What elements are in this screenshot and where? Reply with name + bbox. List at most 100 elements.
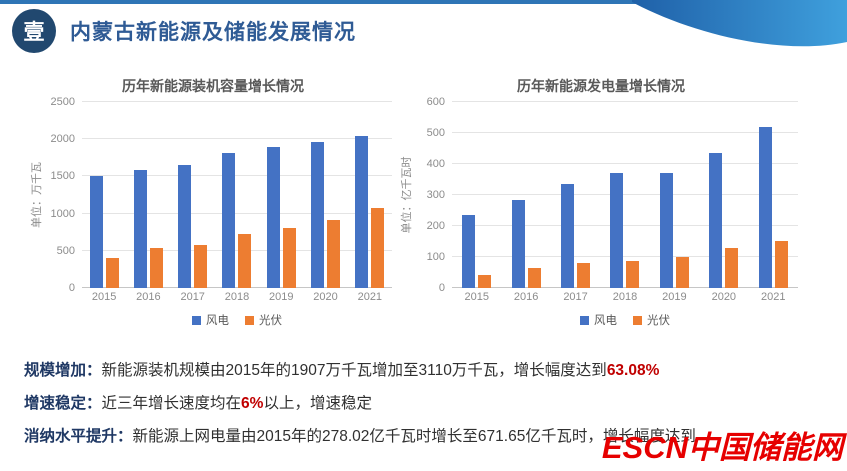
legend-swatch-icon (633, 315, 642, 325)
highlight-value: 63.08% (606, 362, 660, 379)
x-axis-tick-label: 2016 (136, 291, 161, 303)
y-axis-tick-label: 400 (426, 158, 445, 170)
legend-label: 光伏 (259, 315, 282, 327)
legend-item-光伏: 光伏 (633, 312, 670, 328)
legend-item-光伏: 光伏 (245, 312, 282, 328)
gridline: 2000 (51, 133, 392, 145)
header: 壹 内蒙古新能源及储能发展情况 (12, 9, 356, 53)
bullet-label: 消纳水平提升： (24, 428, 133, 445)
y-axis-tick-label: 2500 (50, 96, 75, 108)
section-number: 壹 (23, 21, 45, 44)
bar-风电-2015 (462, 214, 476, 288)
bar-光伏-2021 (774, 240, 788, 288)
gridline: 400 (427, 158, 798, 170)
bar-风电-2021 (758, 127, 772, 288)
bar-光伏-2020 (327, 220, 341, 288)
bar-光伏-2017 (577, 262, 591, 288)
bars-layer (452, 102, 798, 288)
legend-swatch-icon (245, 315, 254, 325)
y-axis-tick-label: 0 (438, 282, 445, 294)
x-axis-tick-label: 2016 (513, 291, 539, 303)
gridline: 1500 (51, 170, 392, 182)
legend-label: 风电 (594, 315, 617, 327)
bar-group-2018 (600, 102, 649, 288)
legend-swatch-icon (192, 315, 201, 325)
bar-光伏-2018 (626, 260, 640, 288)
bar-风电-2020 (709, 152, 723, 288)
gridline: 200 (427, 220, 798, 232)
bar-光伏-2016 (527, 268, 541, 288)
watermark-logo: ESCN中国储能网 (601, 430, 843, 465)
bars-layer (82, 102, 392, 288)
bar-风电-2021 (355, 136, 369, 288)
bar-group-2015 (452, 102, 501, 288)
bullet-line: 增速稳定：近三年增长速度均在6%以上，增速稳定 (24, 387, 834, 420)
bar-group-2019 (259, 102, 303, 288)
x-axis-tick-label: 2019 (662, 291, 687, 303)
y-axis-tick-label: 500 (426, 127, 445, 139)
bar-风电-2020 (311, 142, 325, 288)
bar-风电-2016 (511, 199, 525, 288)
bar-group-2021 (749, 102, 798, 288)
bar-光伏-2015 (105, 257, 119, 288)
x-axis-labels: 2015 2016 2017 2018 2019 2020 2021 (82, 291, 392, 303)
bar-风电-2017 (561, 184, 575, 288)
bar-group-2020 (303, 102, 347, 288)
bullet-text: 新能源上网电量由2015年的278.02亿千瓦时增长至671.65亿千瓦时，增长… (132, 428, 696, 445)
y-axis-tick-label: 200 (426, 220, 445, 232)
bar-group-2015 (82, 102, 126, 288)
bar-group-2016 (501, 102, 550, 288)
x-axis-tick-label: 2018 (612, 291, 638, 303)
legend-swatch-icon (580, 315, 589, 325)
bar-光伏-2017 (194, 244, 208, 288)
y-axis-tick-label: 500 (56, 244, 75, 257)
plot-area: 0 100 200 300 400 500 600 单位：亿千瓦时 (401, 96, 798, 294)
gridline: 300 (427, 189, 798, 201)
bar-光伏-2015 (478, 275, 492, 288)
y-axis-unit-label: 单位：万千瓦 (31, 162, 43, 228)
chart-installed-capacity: 历年新能源装机容量增长情况 0 500 1000 1500 2000 2500 单位：万千瓦 2… (31, 76, 392, 328)
page-title: 内蒙古新能源及储能发展情况 (70, 21, 356, 44)
y-axis-tick-label: 100 (426, 251, 445, 263)
bullet-label: 规模增加： (24, 362, 102, 379)
x-axis-tick-label: 2015 (91, 291, 117, 303)
y-axis-tick-label: 0 (68, 282, 75, 294)
bar-光伏-2016 (149, 247, 163, 288)
bar-group-2017 (551, 102, 600, 288)
x-axis-tick-label: 2019 (269, 291, 294, 303)
bullet-text: 近三年增长速度均在 (101, 395, 242, 412)
bullet-line: 规模增加：新能源装机规模由2015年的1907万千瓦增加至3110万千瓦，增长幅… (24, 354, 834, 387)
corner-swoosh-decoration (632, 0, 847, 47)
gridline: 0 (69, 282, 392, 294)
bar-光伏-2019 (675, 257, 689, 288)
x-axis-tick-label: 2018 (224, 291, 250, 303)
legend-item-风电: 风电 (192, 312, 229, 328)
bullet-text: 新能源装机规模由2015年的1907万千瓦增加至3110万千瓦，增长幅度达到 (101, 362, 607, 379)
bullet-text: 以上，增速稳定 (263, 395, 372, 412)
chart-power-generation: 历年新能源发电量增长情况 0 100 200 300 400 500 600 单位：亿千瓦时 20… (401, 76, 798, 328)
bar-group-2017 (171, 102, 215, 288)
bar-光伏-2018 (238, 234, 252, 288)
legend-label: 风电 (206, 315, 229, 327)
chart-title: 历年新能源发电量增长情况 (517, 78, 685, 94)
chart-title: 历年新能源装机容量增长情况 (122, 78, 304, 94)
x-axis-tick-label: 2017 (180, 291, 205, 303)
gridline: 1000 (51, 208, 392, 220)
x-axis-tick-label: 2015 (464, 291, 489, 303)
x-axis-tick-label: 2017 (563, 291, 588, 303)
x-axis-tick-label: 2020 (711, 291, 737, 303)
x-axis-labels: 2015 2016 2017 2018 2019 2020 2021 (452, 291, 798, 303)
gridline: 500 (57, 245, 392, 257)
bar-group-2019 (650, 102, 699, 288)
y-axis-unit-label: 单位：亿千瓦时 (401, 156, 413, 234)
gridline: 600 (427, 96, 798, 108)
plot-area: 0 500 1000 1500 2000 2500 单位：万千瓦 (31, 96, 392, 294)
legend-item-风电: 风电 (580, 312, 617, 328)
top-accent-strip (0, 0, 847, 4)
bar-group-2018 (215, 102, 259, 288)
x-axis-tick-label: 2021 (761, 291, 786, 303)
bar-group-2021 (348, 102, 392, 288)
bullet-label: 增速稳定： (24, 395, 102, 412)
bar-光伏-2021 (371, 208, 385, 288)
bar-风电-2016 (133, 169, 147, 288)
